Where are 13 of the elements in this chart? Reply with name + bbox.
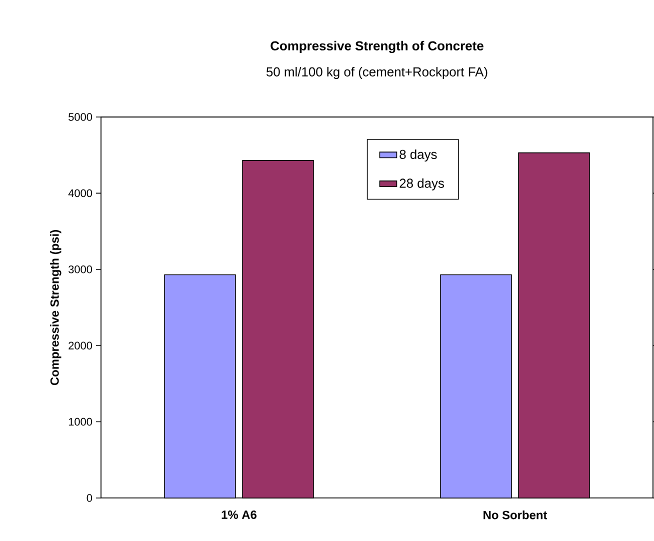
chart-title: Compressive Strength of Concrete [270, 40, 484, 54]
y-axis-title: Compressive Strength (psi) [50, 230, 62, 386]
chart-subtitle: 50 ml/100 kg of (cement+Rockport FA) [266, 66, 488, 80]
x-tick-label: No Sorbent [484, 510, 548, 520]
legend-label: 8 days [400, 149, 437, 162]
y-tick-label: 3000 [68, 266, 92, 274]
y-tick-label: 4000 [68, 189, 92, 198]
x-tick-label: 1% A6 [222, 510, 257, 519]
legend-label: 28 days [400, 178, 444, 190]
y-tick-label: 2000 [68, 342, 92, 350]
y-tick-label: 5000 [68, 113, 92, 121]
y-tick-label: 1000 [68, 418, 92, 426]
y-tick-label: 0 [86, 494, 92, 502]
